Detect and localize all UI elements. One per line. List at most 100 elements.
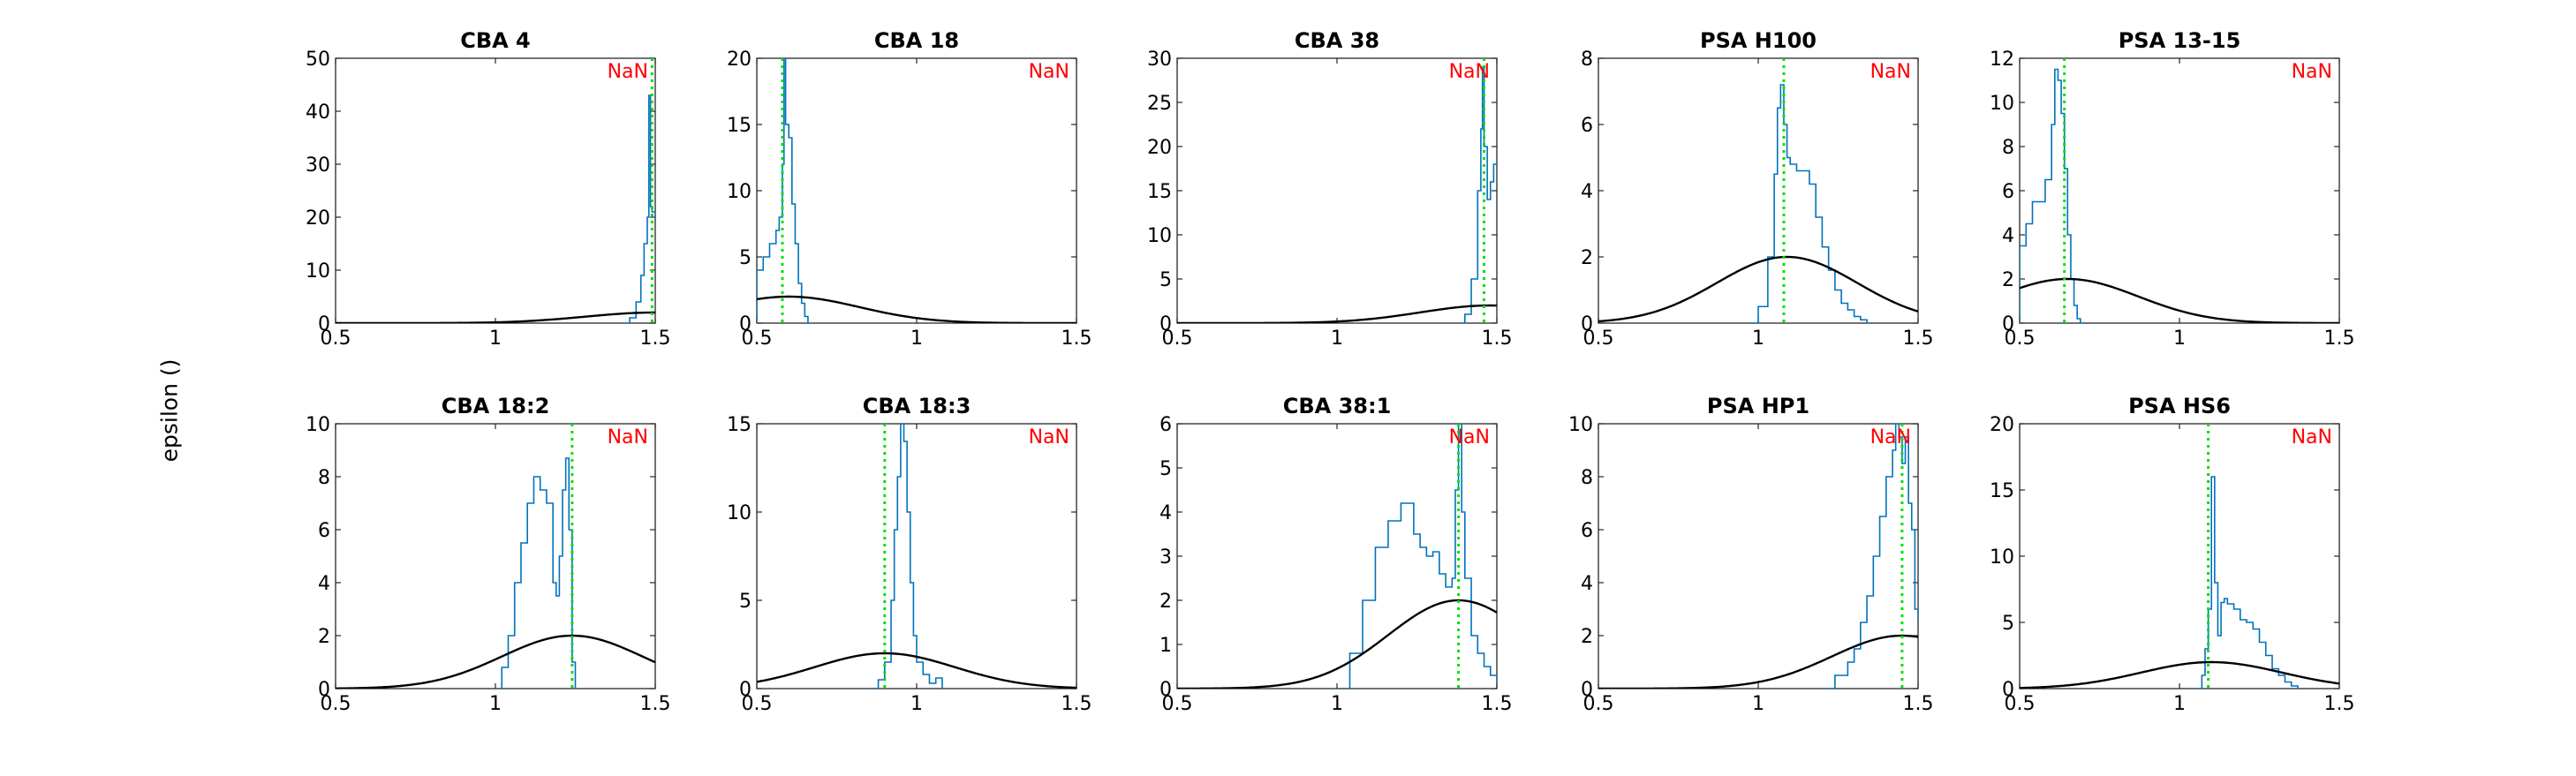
x-tick-label: 1 — [1752, 693, 1764, 715]
histogram-series — [1458, 66, 1497, 323]
gaussian-fit-curve — [336, 311, 655, 323]
x-tick-label: 0.5 — [1583, 328, 1614, 350]
y-tick-label: 4 — [2002, 225, 2014, 247]
y-tick-label: 0 — [318, 313, 330, 335]
plot-area-frame — [2019, 423, 2340, 689]
nan-annotation: NaN — [1449, 426, 1490, 448]
x-tick-label: 0.5 — [1162, 693, 1193, 715]
y-tick-label: 6 — [318, 520, 330, 542]
nan-annotation: NaN — [1449, 61, 1490, 83]
y-tick-label: 5 — [1160, 269, 1172, 291]
gaussian-fit-curve — [2020, 660, 2339, 689]
y-tick-label: 5 — [2002, 613, 2014, 635]
y-tick-label: 2 — [318, 626, 330, 648]
nan-annotation: NaN — [1029, 426, 1069, 448]
x-tick-label: 1.5 — [1903, 328, 1934, 350]
y-tick-label: 8 — [1581, 467, 1593, 489]
x-tick-label: 0.5 — [1162, 328, 1193, 350]
x-tick-label: 1 — [910, 693, 923, 715]
x-tick-label: 1.5 — [2324, 693, 2355, 715]
y-tick-label: 0 — [2002, 679, 2014, 701]
subplot: 0 10 20 30 40 50 0.5 1 1.5 CBA 4 NaN — [306, 28, 671, 350]
y-tick-label: 15 — [727, 115, 752, 137]
y-tick-label: 10 — [1990, 546, 2014, 569]
y-tick-label: 4 — [1581, 181, 1593, 203]
x-tick-label: 1.5 — [1482, 328, 1513, 350]
y-tick-label: 6 — [2002, 181, 2014, 203]
plot-content — [2020, 424, 2339, 689]
y-tick-label: 0 — [1160, 679, 1172, 701]
x-tick-label: 0.5 — [742, 693, 773, 715]
x-tick-label: 1.5 — [1061, 328, 1092, 350]
gaussian-fit-curve — [1598, 255, 1918, 323]
y-tick-label: 20 — [1990, 414, 2014, 436]
x-tick-label: 1.5 — [2324, 328, 2355, 350]
subplot-title: CBA 18 — [874, 28, 959, 53]
x-tick-label: 1 — [2173, 693, 2186, 715]
plot-content — [1598, 424, 1918, 689]
y-tick-label: 5 — [1160, 458, 1172, 480]
y-tick-label: 2 — [2002, 269, 2014, 291]
histogram-series — [495, 457, 578, 689]
y-tick-label: 0 — [2002, 313, 2014, 335]
y-tick-label: 8 — [2002, 137, 2014, 159]
y-tick-label: 0 — [318, 679, 330, 701]
y-tick-label: 10 — [1147, 225, 1172, 247]
subplot: 0 2 4 6 8 0.5 1 1.5 PSA H100 NaN — [1581, 28, 1934, 350]
subplot-title: PSA HP1 — [1707, 394, 1809, 418]
subplot-title: PSA HS6 — [2128, 394, 2231, 418]
y-tick-label: 15 — [1147, 181, 1172, 203]
gaussian-fit-curve — [1177, 599, 1497, 689]
x-tick-label: 0.5 — [742, 328, 773, 350]
y-tick-label: 2 — [1160, 591, 1172, 613]
x-tick-label: 1 — [1331, 693, 1343, 715]
y-tick-label: 10 — [306, 260, 330, 283]
subplot-title: CBA 38:1 — [1283, 394, 1392, 418]
y-tick-label: 0 — [1581, 313, 1593, 335]
nan-annotation: NaN — [608, 426, 648, 448]
plot-content — [757, 424, 1076, 689]
subplot: 0 5 10 15 20 25 30 0.5 1 1.5 CBA 38 NaN — [1147, 28, 1513, 350]
y-tick-label: 5 — [739, 247, 752, 269]
y-tick-label: 4 — [1160, 502, 1172, 524]
plot-content — [336, 424, 655, 689]
plot-content — [1598, 58, 1918, 323]
gaussian-fit-curve — [336, 634, 655, 689]
histogram-series — [623, 94, 655, 323]
y-tick-label: 10 — [1568, 414, 1593, 436]
shared-y-axis-label: epsilon () — [156, 358, 183, 463]
x-tick-label: 1.5 — [640, 693, 671, 715]
subplot-title: CBA 18:3 — [863, 394, 971, 418]
y-tick-label: 20 — [1147, 137, 1172, 159]
plot-content — [2020, 58, 2339, 323]
y-tick-label: 2 — [1581, 247, 1593, 269]
x-tick-label: 0.5 — [321, 693, 351, 715]
gaussian-fit-curve — [1177, 304, 1497, 323]
y-tick-label: 30 — [306, 154, 330, 177]
x-tick-label: 1 — [489, 693, 502, 715]
gaussian-fit-curve — [757, 652, 1076, 689]
y-tick-label: 2 — [1581, 626, 1593, 648]
x-tick-label: 1 — [1752, 328, 1764, 350]
plot-content — [336, 58, 655, 323]
x-tick-label: 0.5 — [2005, 693, 2036, 715]
y-tick-label: 1 — [1160, 635, 1172, 657]
histogram-series — [1749, 84, 1870, 323]
x-tick-label: 0.5 — [2005, 328, 2036, 350]
subplot-title: CBA 4 — [460, 28, 531, 53]
y-tick-label: 4 — [318, 573, 330, 595]
gaussian-fit-curve — [757, 295, 1076, 323]
gaussian-fit-curve — [1598, 634, 1918, 689]
subplot: 0 5 10 15 0.5 1 1.5 CBA 18:3 NaN — [727, 394, 1092, 715]
y-tick-label: 25 — [1147, 93, 1172, 115]
histogram-series — [2195, 476, 2300, 689]
histogram-series — [1822, 424, 1918, 689]
x-tick-label: 1 — [2173, 328, 2186, 350]
y-tick-label: 5 — [739, 591, 752, 613]
y-tick-label: 4 — [1581, 573, 1593, 595]
subplot: 0 2 4 6 8 10 0.5 1 1.5 PSA HP1 NaN — [1568, 394, 1934, 715]
y-tick-label: 30 — [1147, 49, 1172, 71]
y-tick-label: 40 — [306, 102, 330, 124]
subplot: 0 1 2 3 4 5 6 0.5 1 1.5 CBA 38:1 NaN — [1160, 394, 1513, 715]
